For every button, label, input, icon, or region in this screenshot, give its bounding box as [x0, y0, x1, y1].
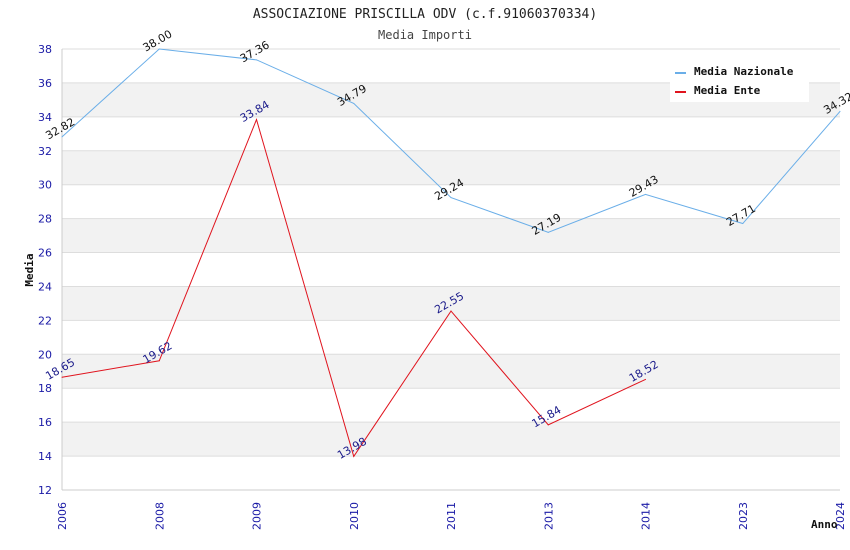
- x-tick-label: 2024: [834, 502, 847, 530]
- x-tick-label: 2006: [56, 502, 69, 530]
- data-point: [645, 193, 646, 195]
- grid-band: [62, 150, 840, 185]
- data-point: [547, 231, 549, 233]
- grid-lines: [62, 48, 840, 491]
- legend-label-national: Media Nazionale: [694, 65, 794, 78]
- y-tick-label: 14: [38, 450, 52, 463]
- grid-band: [62, 286, 840, 321]
- legend-box: [670, 60, 809, 102]
- x-tick-label: 2011: [445, 502, 458, 530]
- y-tick-label: 16: [38, 416, 52, 429]
- chart-subtitle: Media Importi: [378, 28, 472, 42]
- legend-label-ente: Media Ente: [694, 84, 761, 97]
- grid-band: [62, 218, 840, 253]
- series-lines: [61, 48, 841, 458]
- data-point: [450, 310, 452, 312]
- data-point: [158, 360, 160, 362]
- data-point: [742, 223, 744, 225]
- x-tick-label: 2009: [251, 502, 264, 530]
- x-tick-label: 2013: [542, 502, 555, 530]
- y-tick-label: 38: [38, 43, 52, 56]
- data-point: [547, 424, 549, 426]
- x-tick-label: 2010: [348, 502, 361, 530]
- data-point: [61, 376, 63, 378]
- data-point: [839, 110, 841, 112]
- x-tick-label: 2008: [153, 502, 166, 530]
- grid-band: [62, 354, 840, 389]
- y-tick-label: 20: [38, 348, 52, 361]
- y-tick-label: 28: [38, 213, 52, 226]
- background-bands: [62, 82, 840, 457]
- data-point: [450, 197, 452, 199]
- y-tick-labels: 12 14 16 18 20 22 24 26 28 30 32 34 36 38: [38, 43, 52, 497]
- x-axis-label: Anno: [811, 518, 838, 531]
- data-point: [353, 102, 355, 104]
- data-point: [158, 48, 160, 50]
- y-tick-label: 12: [38, 484, 52, 497]
- data-point: [61, 136, 63, 138]
- x-tick-labels: 2006 2008 2009 2010 2011 2013 2014 2023 2024: [56, 502, 847, 530]
- x-tick-label: 2014: [640, 502, 653, 530]
- y-tick-label: 24: [38, 280, 52, 293]
- grid-band: [62, 422, 840, 457]
- data-label: 37.36: [238, 38, 272, 65]
- y-tick-label: 22: [38, 314, 52, 327]
- x-tick-label: 2023: [737, 502, 750, 530]
- data-point: [256, 119, 257, 121]
- y-tick-label: 34: [38, 111, 52, 124]
- y-axis-label: Media: [23, 253, 36, 286]
- y-tick-label: 36: [38, 77, 52, 90]
- y-tick-label: 26: [38, 247, 52, 260]
- data-point: [645, 378, 646, 380]
- y-tick-label: 32: [38, 145, 52, 158]
- legend: Media Nazionale Media Ente: [670, 60, 809, 102]
- data-point: [256, 59, 257, 61]
- y-tick-label: 30: [38, 179, 52, 192]
- y-tick-label: 18: [38, 382, 52, 395]
- data-point: [353, 455, 355, 457]
- chart-title: ASSOCIAZIONE PRISCILLA ODV (c.f.91060370…: [253, 7, 597, 22]
